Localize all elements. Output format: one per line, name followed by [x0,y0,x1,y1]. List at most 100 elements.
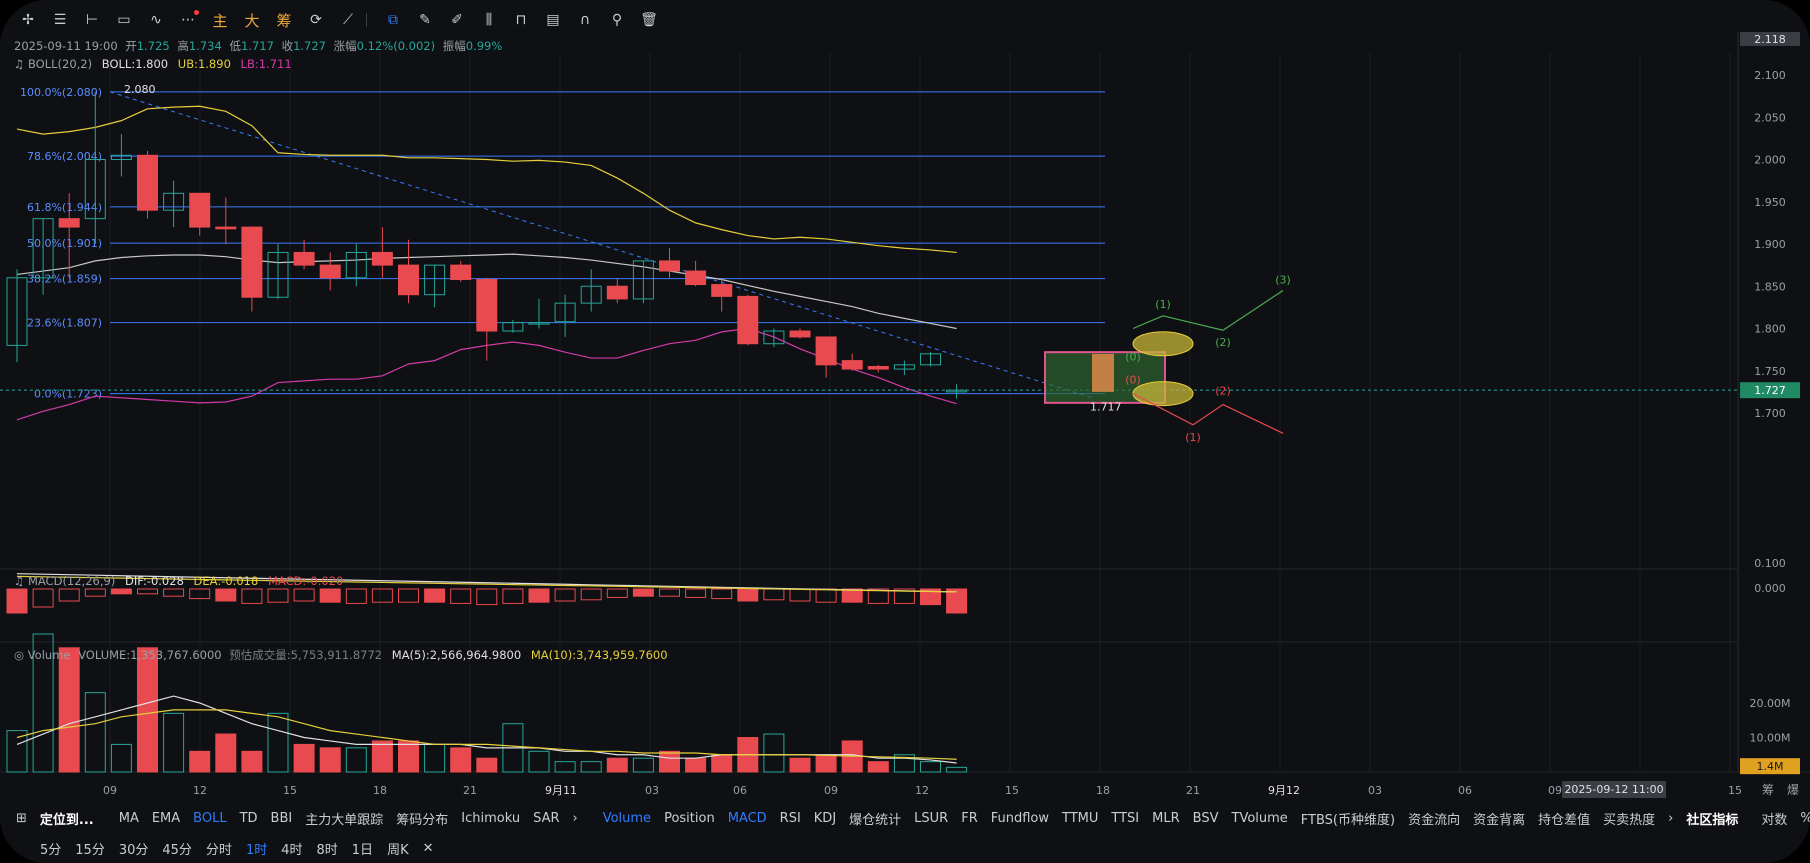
tf-1h[interactable]: 1时 [245,842,268,858]
tf-15m[interactable]: 15分 [75,842,105,858]
magnet-icon[interactable]: ∩ [579,12,591,28]
volume-legend[interactable]: ◎ Volume VOLUME:1,353,767.6000 预估成交量:5,7… [14,647,668,663]
ind-td[interactable]: TD [239,810,258,826]
sub-kdj[interactable]: KDJ [813,810,837,826]
sub-macd[interactable]: MACD [727,810,767,826]
macd-legend[interactable]: ♫ MACD(12,26,9) DIF:-0.028 DEA:-0.018 MA… [14,574,343,588]
candle-body [267,251,289,298]
sub-buy-sell-heat[interactable]: 买卖热度 [1603,812,1656,828]
volume-bar [711,754,733,773]
replay-icon[interactable]: ⟳ [310,12,322,28]
community-indicators[interactable]: 社区指标 [1686,812,1739,828]
percent-toggle[interactable]: % [1800,811,1810,826]
sub-volume[interactable]: Volume [602,810,652,826]
menu-icon[interactable]: ☰ [53,12,67,28]
sub-fund-flow-cn[interactable]: 资金流向 [1408,812,1461,828]
layout-icon[interactable]: ⊞ [16,810,27,826]
sub-tvolume[interactable]: TVolume [1231,810,1288,826]
lock-icon[interactable]: ⊓ [515,12,527,28]
sub-fund-divergence[interactable]: 资金背离 [1473,812,1526,828]
volume-bar [893,754,915,773]
candle [137,151,158,219]
macd-bar [476,588,498,606]
tf-45m[interactable]: 45分 [162,842,192,858]
select-icon[interactable]: ⧉ [388,12,398,28]
candle-body [371,251,393,266]
ind-main-track[interactable]: 主力大单跟踪 [305,812,384,828]
macd-bar [841,588,863,603]
candle [241,226,263,312]
ind-ma[interactable]: MA [118,810,139,826]
tool-chips[interactable]: 筹 [276,11,292,30]
candles-icon[interactable]: ⫼ [485,12,493,28]
candle-body [606,285,628,300]
candle [267,244,289,299]
crosshair-time-tag [1562,781,1666,798]
ind-bbi[interactable]: BBI [270,810,293,826]
sub-ttmu[interactable]: TTMU [1062,810,1099,826]
sub-bsv[interactable]: BSV [1192,810,1219,826]
pattern-icon[interactable]: ✐ [451,12,463,28]
tool-main[interactable]: 主 [212,11,228,30]
tf-4h[interactable]: 4时 [281,842,303,858]
open-value: 1.725 [136,39,170,53]
macd-bar [893,588,915,604]
ruler-icon[interactable]: ⟋ [343,12,353,28]
sub-fundflow[interactable]: Fundflow [990,810,1050,826]
more-icon[interactable]: ⋯ [174,8,202,32]
filter-icon[interactable]: ⚲ [611,12,623,28]
bell-icon[interactable]: ♫ [14,57,25,71]
candle [920,352,941,367]
sub-ttsi[interactable]: TTSI [1111,810,1140,826]
price-chart[interactable]: 100.0%(2.080) 78.6%(2.004) 61.8%(1.944) 50.… [0,32,1810,802]
ind-boll[interactable]: BOLL [193,810,227,826]
tf-week[interactable]: 周K [387,842,409,858]
bull-wave-2: (2) [1215,336,1231,349]
sub-mlr[interactable]: MLR [1152,810,1180,826]
ind-ichimoku[interactable]: Ichimoku [461,810,521,826]
brush-icon[interactable]: ✎ [419,12,431,28]
crosshair-icon[interactable]: ✢ [22,12,34,28]
horizontal-line-icon[interactable]: ⊢ [85,12,99,28]
bell-icon[interactable]: ♫ [14,574,25,588]
volume-bar [476,757,498,773]
ind-ema[interactable]: EMA [151,810,181,826]
boll-legend[interactable]: ♫ BOLL(20,2) BOLL:1.800 UB:1.890 LB:1.71… [14,57,292,71]
candle [580,269,602,312]
macd-bar [137,588,158,595]
tf-30m[interactable]: 30分 [118,842,149,858]
target-ellipse [1132,331,1194,357]
tf-1d[interactable]: 1日 [351,842,374,858]
sub-lsur[interactable]: LSUR [914,810,949,826]
sub-position-diff[interactable]: 持仓差值 [1538,812,1591,828]
close-icon[interactable]: ✕ [422,840,434,856]
sub-liquidation[interactable]: 爆仓统计 [849,812,902,828]
trash-icon[interactable]: 🗑 [640,12,658,28]
candle [6,269,28,363]
chevron-right-icon[interactable]: › [1668,810,1674,826]
chevron-right-icon[interactable]: › [572,810,578,826]
wave-icon[interactable]: ∿ [150,12,162,28]
note-icon[interactable]: ▤ [546,12,560,28]
sub-position[interactable]: Position [664,810,715,826]
visibility-icon[interactable]: ◎ [14,648,25,662]
time-label: 09 [824,784,838,797]
volume-bar [241,750,263,773]
rectangle-icon[interactable]: ▭ [117,12,131,28]
sub-rsi[interactable]: RSI [779,810,801,826]
ind-sar[interactable]: SAR [533,810,560,826]
tf-timeshare[interactable]: 分时 [205,842,232,858]
boll-label: BOLL(20,2) [27,57,93,71]
sub-ftbs[interactable]: FTBS(币种维度) [1300,812,1396,828]
tf-5m[interactable]: 5分 [40,842,62,858]
locate-button[interactable]: 定位到... [39,812,94,828]
volume-bar [450,747,472,773]
explode-icon: 爆 [1787,783,1799,797]
macd-bar [189,588,211,600]
tf-8h[interactable]: 8时 [316,842,338,858]
sub-fr[interactable]: FR [961,810,978,826]
log-scale-toggle[interactable]: 对数 [1761,812,1788,828]
ind-chips[interactable]: 筹码分布 [396,812,449,828]
tool-big[interactable]: 大 [244,11,260,30]
volume-bar [189,750,211,773]
